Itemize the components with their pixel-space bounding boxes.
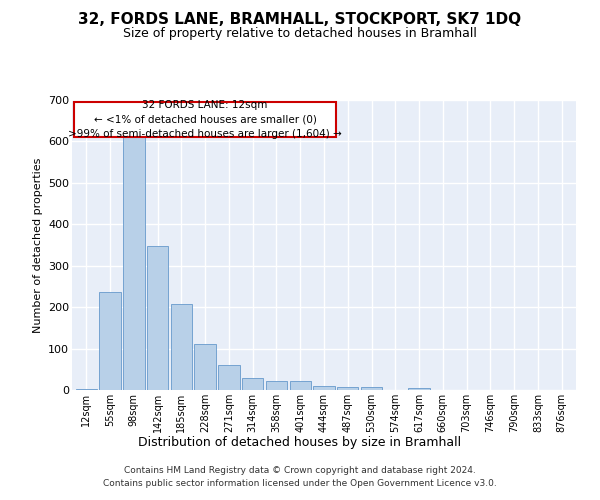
Bar: [147, 246, 168, 390]
Y-axis label: Number of detached properties: Number of detached properties: [32, 158, 43, 332]
Bar: [194, 344, 216, 390]
Bar: [218, 365, 239, 390]
Bar: [76, 389, 97, 390]
Bar: [409, 388, 430, 390]
Bar: [290, 381, 311, 390]
Bar: [266, 381, 287, 390]
Text: Contains HM Land Registry data © Crown copyright and database right 2024.
Contai: Contains HM Land Registry data © Crown c…: [103, 466, 497, 487]
Bar: [123, 138, 145, 390]
Text: Size of property relative to detached houses in Bramhall: Size of property relative to detached ho…: [123, 28, 477, 40]
Bar: [242, 378, 263, 390]
Bar: [170, 304, 192, 390]
Bar: [100, 292, 121, 390]
Text: 32, FORDS LANE, BRAMHALL, STOCKPORT, SK7 1DQ: 32, FORDS LANE, BRAMHALL, STOCKPORT, SK7…: [79, 12, 521, 28]
Bar: [361, 386, 382, 390]
Text: Distribution of detached houses by size in Bramhall: Distribution of detached houses by size …: [139, 436, 461, 449]
FancyBboxPatch shape: [74, 102, 336, 138]
Bar: [337, 386, 358, 390]
Bar: [313, 386, 335, 390]
Text: 32 FORDS LANE: 12sqm
← <1% of detached houses are smaller (0)
>99% of semi-detac: 32 FORDS LANE: 12sqm ← <1% of detached h…: [68, 100, 342, 140]
